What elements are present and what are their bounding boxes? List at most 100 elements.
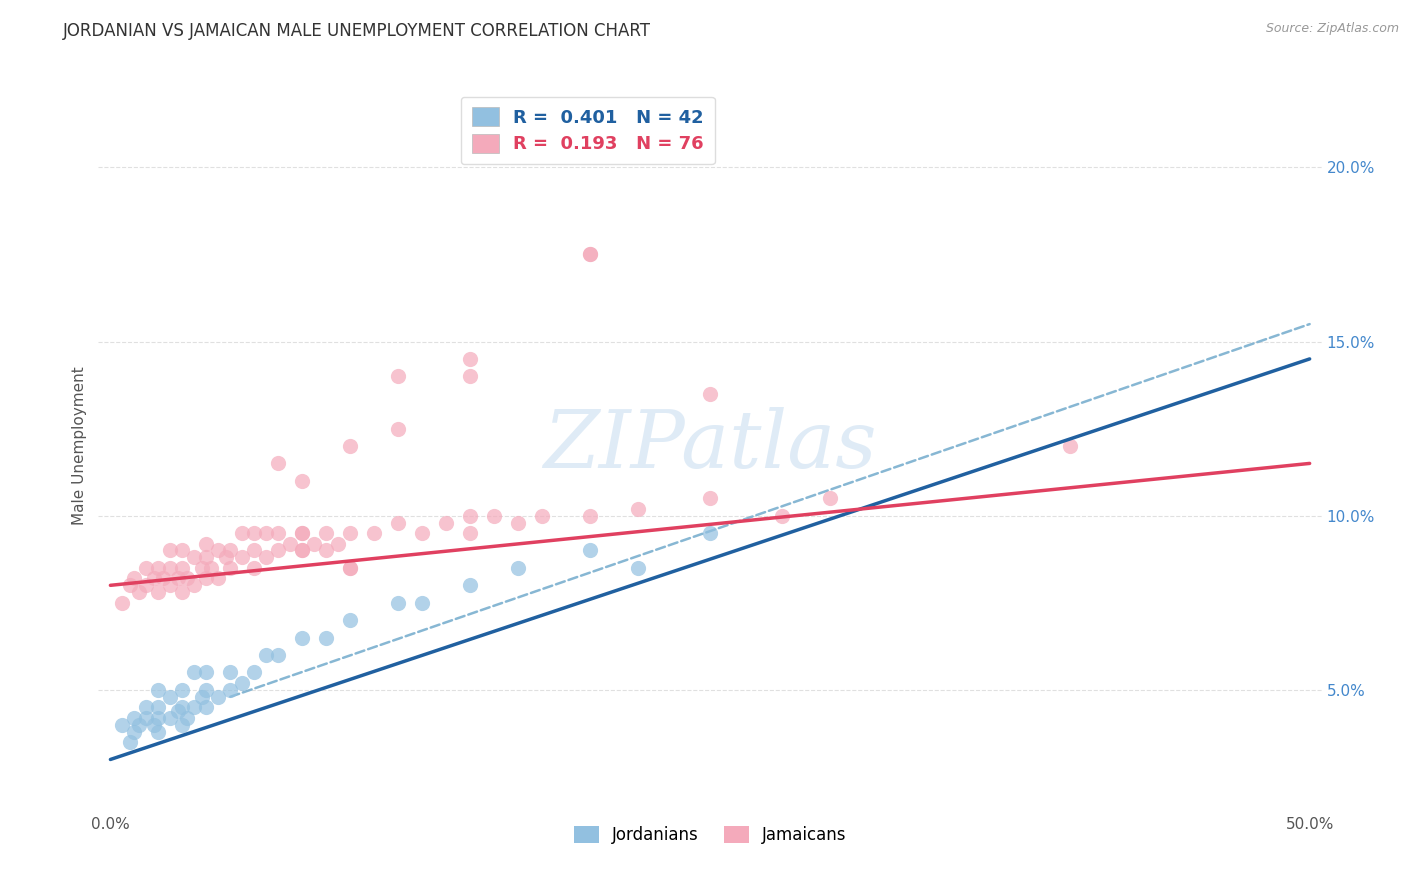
Point — [267, 648, 290, 662]
Point — [195, 536, 218, 550]
Point — [1059, 439, 1081, 453]
Point — [195, 665, 218, 680]
Point — [152, 571, 174, 585]
Text: JORDANIAN VS JAMAICAN MALE UNEMPLOYMENT CORRELATION CHART: JORDANIAN VS JAMAICAN MALE UNEMPLOYMENT … — [63, 22, 651, 40]
Point — [128, 585, 150, 599]
Point — [166, 571, 188, 585]
Point — [627, 501, 650, 516]
Point — [508, 516, 530, 530]
Point — [267, 457, 290, 471]
Point — [190, 690, 212, 704]
Point — [231, 550, 253, 565]
Point — [176, 571, 198, 585]
Point — [148, 561, 170, 575]
Point — [315, 631, 337, 645]
Text: ZIPatlas: ZIPatlas — [543, 408, 877, 484]
Point — [315, 526, 337, 541]
Point — [159, 543, 181, 558]
Point — [183, 550, 205, 565]
Point — [458, 508, 481, 523]
Point — [195, 682, 218, 697]
Point — [172, 585, 194, 599]
Point — [291, 631, 314, 645]
Point — [458, 526, 481, 541]
Point — [118, 735, 141, 749]
Point — [124, 571, 146, 585]
Point — [128, 717, 150, 731]
Point — [172, 543, 194, 558]
Point — [219, 543, 242, 558]
Point — [159, 578, 181, 592]
Point — [458, 578, 481, 592]
Point — [172, 561, 194, 575]
Point — [219, 665, 242, 680]
Point — [183, 700, 205, 714]
Point — [195, 550, 218, 565]
Point — [142, 571, 165, 585]
Point — [231, 526, 253, 541]
Point — [148, 700, 170, 714]
Point — [339, 561, 361, 575]
Point — [176, 711, 198, 725]
Point — [458, 369, 481, 384]
Point — [339, 613, 361, 627]
Point — [254, 648, 277, 662]
Point — [135, 711, 157, 725]
Point — [200, 561, 222, 575]
Point — [183, 665, 205, 680]
Point — [387, 421, 409, 435]
Point — [339, 526, 361, 541]
Point — [254, 550, 277, 565]
Point — [434, 516, 457, 530]
Point — [243, 526, 266, 541]
Point — [387, 369, 409, 384]
Point — [183, 578, 205, 592]
Point — [818, 491, 841, 506]
Point — [770, 508, 793, 523]
Point — [172, 682, 194, 697]
Point — [159, 561, 181, 575]
Point — [118, 578, 141, 592]
Point — [195, 700, 218, 714]
Point — [482, 508, 505, 523]
Point — [267, 543, 290, 558]
Point — [219, 682, 242, 697]
Point — [148, 585, 170, 599]
Point — [387, 596, 409, 610]
Point — [508, 561, 530, 575]
Point — [148, 711, 170, 725]
Point — [315, 543, 337, 558]
Point — [328, 536, 350, 550]
Point — [214, 550, 236, 565]
Point — [135, 578, 157, 592]
Point — [172, 700, 194, 714]
Point — [166, 704, 188, 718]
Point — [190, 561, 212, 575]
Point — [159, 711, 181, 725]
Point — [579, 247, 602, 261]
Point — [411, 596, 433, 610]
Point — [339, 561, 361, 575]
Point — [142, 717, 165, 731]
Point — [207, 543, 229, 558]
Point — [387, 516, 409, 530]
Point — [411, 526, 433, 541]
Point — [458, 351, 481, 366]
Point — [135, 561, 157, 575]
Point — [111, 717, 134, 731]
Point — [267, 526, 290, 541]
Point — [172, 717, 194, 731]
Point — [699, 386, 721, 401]
Point — [148, 724, 170, 739]
Point — [243, 543, 266, 558]
Point — [254, 526, 277, 541]
Point — [291, 543, 314, 558]
Point — [627, 561, 650, 575]
Point — [207, 571, 229, 585]
Legend: Jordanians, Jamaicans: Jordanians, Jamaicans — [567, 820, 853, 851]
Point — [291, 526, 314, 541]
Point — [243, 665, 266, 680]
Point — [243, 561, 266, 575]
Point — [111, 596, 134, 610]
Point — [699, 526, 721, 541]
